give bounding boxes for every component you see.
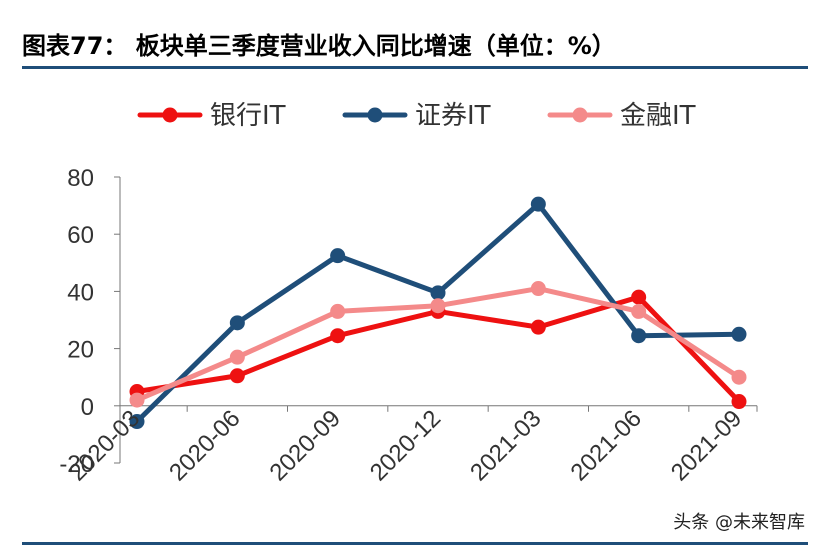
x-axis-ticks: 2020-03 2020-06 2020-09 2020-12 2021-03 2021-…	[64, 405, 747, 486]
data-point	[430, 285, 446, 301]
x-tick-label: 2021-06	[566, 405, 647, 486]
legend-label: 证券IT	[415, 101, 491, 131]
data-point	[731, 326, 747, 342]
y-tick-label: 60	[67, 222, 94, 249]
y-tick-label: 20	[67, 337, 94, 364]
y-tick-label: 40	[67, 279, 94, 306]
data-point	[129, 392, 145, 408]
data-point	[430, 298, 446, 314]
x-tick-label: 2020-06	[164, 405, 245, 486]
legend-item: 金融IT	[547, 101, 696, 131]
x-tick-label: 2020-03	[64, 405, 145, 486]
legend-item: 证券IT	[342, 101, 491, 131]
data-point	[530, 281, 546, 297]
figure-title: 图表77： 板块单三季度营业收入同比增速（单位：%）	[22, 32, 616, 60]
x-tick-label: 2021-09	[666, 405, 747, 486]
data-point	[229, 315, 245, 331]
legend-marker	[162, 107, 178, 123]
chart-axes: -20 0 20 40 60 80	[59, 165, 758, 478]
data-point	[631, 303, 647, 319]
data-point	[330, 303, 346, 319]
title-underline	[22, 66, 808, 69]
legend-label: 银行IT	[210, 101, 286, 131]
legend-marker	[367, 107, 383, 123]
data-point	[530, 319, 546, 335]
data-point	[229, 368, 245, 384]
data-point	[631, 289, 647, 305]
data-point	[631, 328, 647, 344]
data-point	[731, 394, 747, 410]
x-tick-label: 2020-12	[365, 405, 446, 486]
data-point	[229, 349, 245, 365]
y-tick-label: -20	[59, 451, 94, 478]
series-2	[129, 196, 747, 430]
data-point	[129, 414, 145, 430]
y-tick-label: 80	[67, 165, 94, 192]
legend-label: 金融IT	[620, 101, 696, 131]
legend-marker	[572, 107, 588, 123]
chart-legend: 银行IT 证券IT 金融IT	[137, 101, 696, 131]
y-tick-label: 0	[81, 394, 94, 421]
data-point	[731, 369, 747, 385]
data-point	[330, 248, 346, 264]
x-tick-label: 2021-03	[465, 405, 546, 486]
legend-item: 银行IT	[137, 101, 286, 131]
watermark: 头条 @未来智库	[673, 512, 805, 533]
x-tick-label: 2020-09	[265, 405, 346, 486]
data-point	[330, 328, 346, 344]
chart-series	[129, 196, 747, 430]
data-point	[530, 196, 546, 212]
bottom-rule	[22, 542, 808, 545]
series-3	[129, 281, 747, 408]
